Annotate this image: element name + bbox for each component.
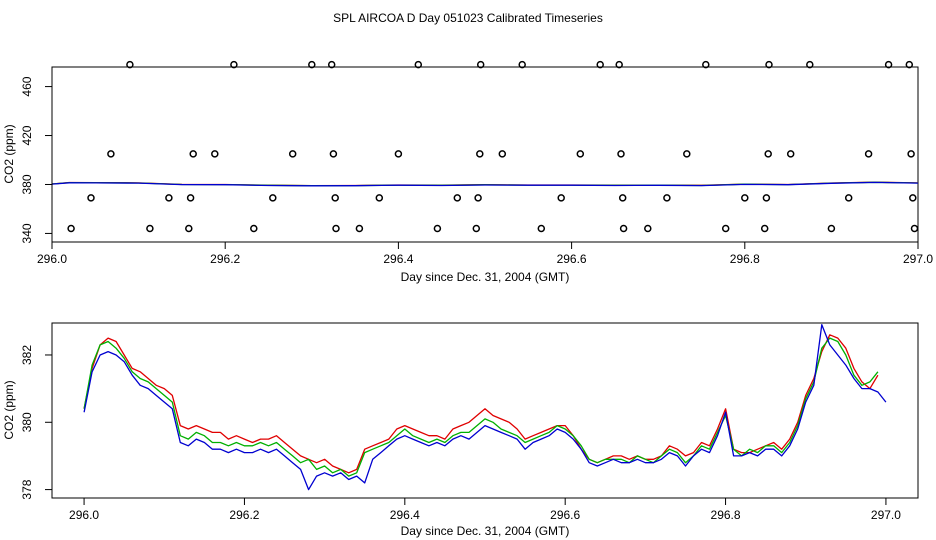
calibration-point: [884, 60, 893, 69]
x-tick-label: 296.4: [390, 508, 420, 522]
calibration-point: [702, 60, 710, 69]
calibration-point: [557, 194, 565, 202]
calibration-point: [186, 194, 195, 202]
x-axis-label: Day since Dec. 31, 2004 (GMT): [401, 524, 570, 538]
x-tick-label: 296.8: [730, 252, 760, 266]
calibration-point: [644, 224, 652, 233]
calibration-point: [764, 150, 772, 158]
calibration-point: [476, 60, 485, 69]
calibration-point: [472, 224, 481, 233]
calibration-point: [762, 194, 771, 202]
calibration-point: [518, 60, 526, 69]
calibration-point: [476, 150, 484, 158]
series-layer: [51, 181, 919, 187]
calibration-point: [288, 150, 297, 158]
x-axis-label: Day since Dec. 31, 2004 (GMT): [401, 270, 570, 284]
x-tick-label: 296.2: [229, 508, 259, 522]
y-axis-label: CO2 (ppm): [2, 124, 16, 183]
points-layer: [67, 60, 919, 233]
calibration-point: [185, 224, 193, 233]
x-tick-label: 296.0: [69, 508, 99, 522]
calibration-point: [619, 224, 628, 233]
y-axis: 340 380 420 460: [20, 76, 53, 243]
ambient-co2-panel: 296.0 296.2 296.4 296.6 296.8 297.0 378 380 382…: [2, 322, 919, 538]
calibration-point: [844, 194, 853, 202]
calibration-point: [617, 150, 625, 158]
x-tick-label: 296.0: [37, 252, 67, 266]
y-tick-label: 378: [20, 479, 34, 499]
x-tick-label: 296.2: [210, 252, 240, 266]
series-line-blue: [51, 181, 919, 187]
calibration-point: [394, 150, 403, 158]
figure-title: SPL AIRCOA D Day 051023 Calibrated Times…: [333, 11, 603, 25]
calibration-point: [663, 194, 671, 202]
calibration-point: [905, 60, 914, 69]
calibration-point: [146, 224, 154, 233]
y-axis: 378 380 382: [20, 345, 53, 500]
x-tick-label: 296.6: [557, 252, 587, 266]
calibration-point: [433, 224, 442, 233]
calibration-point: [537, 224, 546, 233]
y-tick-label: 380: [20, 174, 34, 194]
x-axis: 296.0 296.2 296.4 296.6 296.8 297.0: [37, 241, 933, 266]
x-axis: 296.0 296.2 296.4 296.6 296.8 297.0: [69, 497, 901, 522]
calibration-point: [806, 60, 814, 69]
y-axis-label: CO2 (ppm): [2, 380, 16, 439]
x-tick-label: 297.0: [903, 252, 933, 266]
calibration-point: [760, 224, 769, 233]
calibration-point: [596, 60, 604, 69]
calibration-point: [375, 194, 384, 202]
calibration-point: [355, 224, 364, 233]
calibration-point: [269, 194, 277, 202]
series-layer: [83, 324, 887, 491]
series-line-green: [83, 337, 879, 477]
calibration-point: [329, 150, 338, 158]
calibration-point: [615, 60, 623, 69]
calibration-point: [327, 60, 336, 69]
y-tick-label: 380: [20, 412, 34, 432]
calibration-point: [864, 150, 873, 158]
calibration-point: [126, 60, 134, 69]
calibration-point: [683, 150, 691, 158]
x-tick-label: 297.0: [871, 508, 901, 522]
calibration-point: [786, 150, 795, 158]
calibration-point: [498, 150, 507, 158]
calibration-point: [250, 224, 258, 233]
calibration-point: [165, 194, 173, 202]
calibration-point: [211, 150, 219, 158]
calibration-point: [453, 194, 462, 202]
calibration-point: [107, 150, 115, 158]
calibration-point: [741, 194, 749, 202]
y-tick-label: 382: [20, 345, 34, 365]
calibration-point: [308, 60, 316, 69]
calibration-point: [907, 150, 915, 158]
calibration-point: [87, 194, 95, 202]
calibration-point: [414, 60, 423, 69]
calibration-point: [332, 224, 340, 233]
calibration-point: [721, 224, 730, 233]
calibration-point: [618, 194, 627, 202]
x-tick-label: 296.8: [711, 508, 741, 522]
calibration-point: [230, 60, 238, 69]
calibration-point: [909, 194, 917, 202]
calibration-point: [765, 60, 773, 69]
calibration-point: [827, 224, 836, 233]
series-line-blue: [83, 324, 887, 491]
calibration-point: [189, 150, 197, 158]
calibration-point: [576, 150, 585, 158]
calibration-timeseries-panel: 296.0 296.2 296.4 296.6 296.8 297.0 340 380 420…: [2, 60, 933, 284]
calibration-point: [67, 224, 75, 233]
calibration-point: [910, 224, 919, 233]
x-tick-label: 296.6: [550, 508, 580, 522]
y-tick-label: 340: [20, 223, 34, 243]
plot-frame: [51, 322, 919, 499]
y-tick-label: 420: [20, 125, 34, 145]
calibration-point: [331, 194, 339, 202]
y-tick-label: 460: [20, 76, 34, 96]
x-tick-label: 296.4: [383, 252, 413, 266]
calibration-point: [474, 194, 482, 202]
